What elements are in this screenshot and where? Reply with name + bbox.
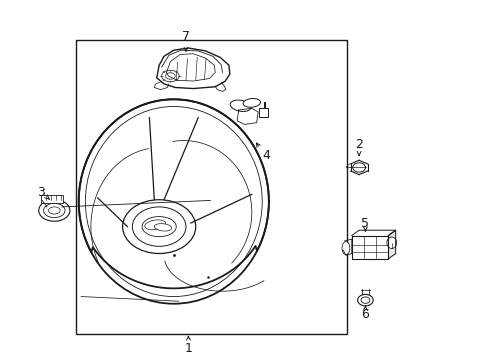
- Ellipse shape: [144, 220, 165, 230]
- Bar: [41, 195, 62, 203]
- Ellipse shape: [341, 242, 349, 255]
- Ellipse shape: [43, 203, 65, 218]
- Ellipse shape: [39, 200, 70, 221]
- Polygon shape: [157, 48, 229, 89]
- Ellipse shape: [357, 294, 372, 306]
- Polygon shape: [351, 230, 395, 235]
- Bar: [259, 108, 267, 117]
- Ellipse shape: [352, 163, 365, 172]
- Text: 2: 2: [354, 138, 362, 150]
- Text: 6: 6: [361, 308, 368, 321]
- Bar: [76, 40, 346, 334]
- Ellipse shape: [360, 297, 369, 303]
- Ellipse shape: [122, 200, 195, 253]
- Ellipse shape: [132, 207, 185, 246]
- Ellipse shape: [230, 100, 250, 112]
- Ellipse shape: [154, 224, 171, 231]
- Text: 1: 1: [184, 342, 192, 355]
- Ellipse shape: [85, 107, 262, 297]
- Text: 4: 4: [262, 149, 270, 162]
- Text: 7: 7: [182, 30, 190, 43]
- Polygon shape: [387, 230, 395, 259]
- Ellipse shape: [142, 217, 176, 237]
- Text: 5: 5: [361, 216, 368, 230]
- Ellipse shape: [161, 70, 179, 82]
- Ellipse shape: [243, 99, 260, 107]
- Ellipse shape: [165, 73, 175, 79]
- Polygon shape: [351, 235, 387, 259]
- Text: 3: 3: [37, 186, 44, 199]
- Ellipse shape: [48, 207, 60, 214]
- Ellipse shape: [386, 237, 396, 248]
- Ellipse shape: [79, 99, 268, 304]
